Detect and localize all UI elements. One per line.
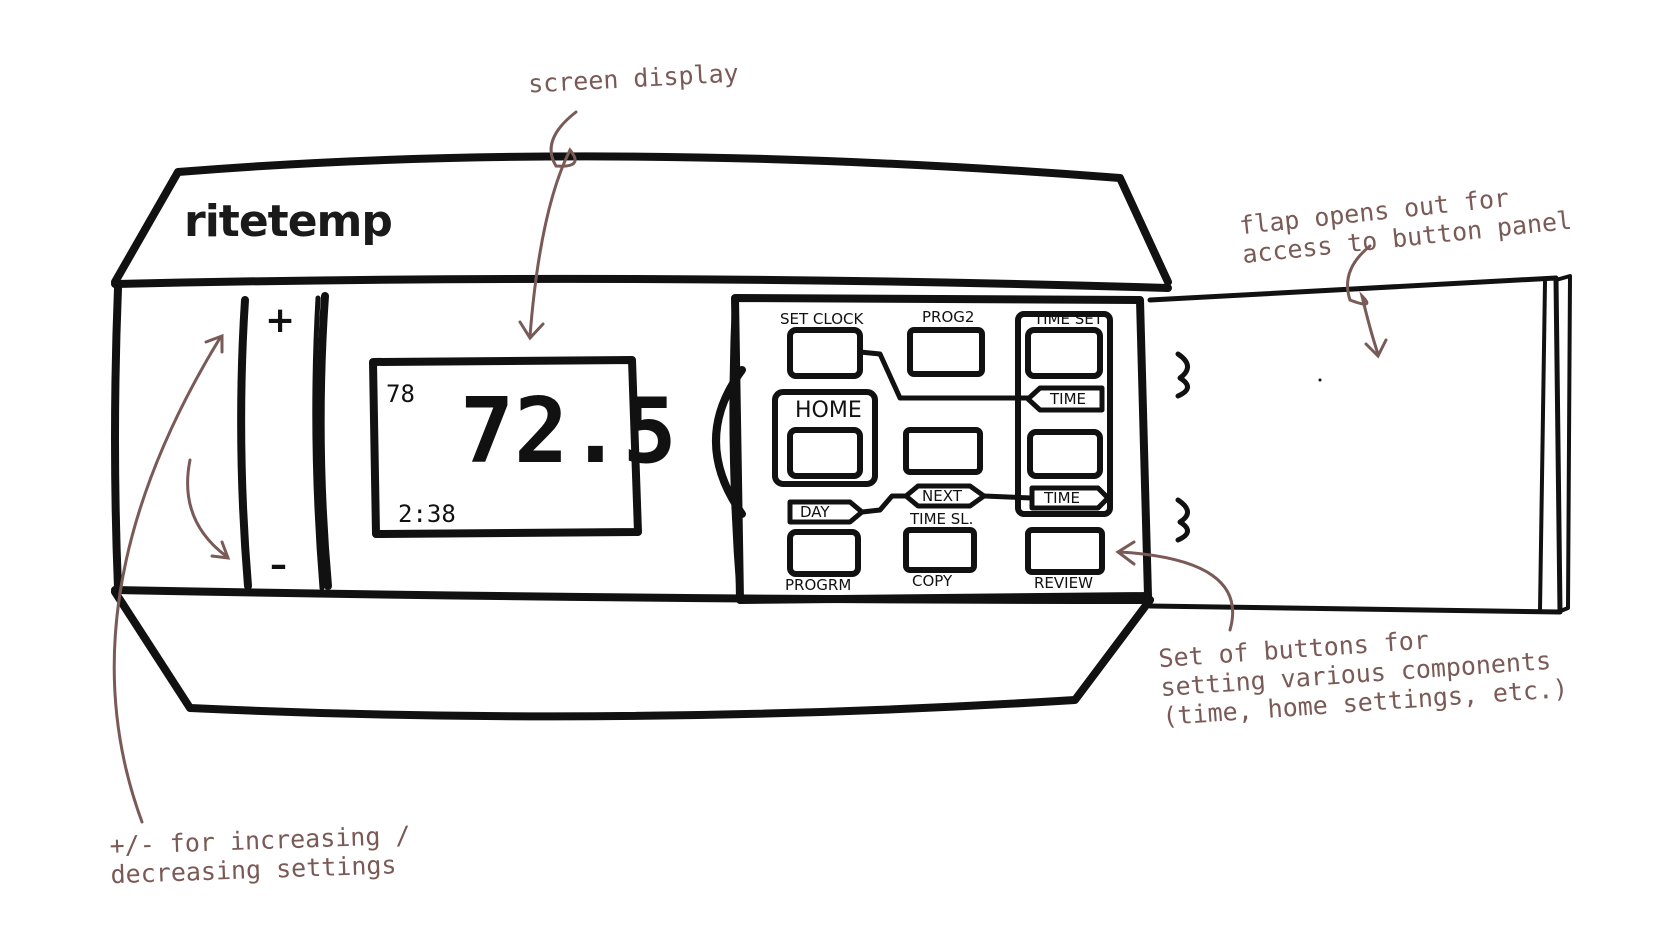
flap-lip <box>1554 274 1572 614</box>
hinge-tab-top <box>1175 351 1190 399</box>
lcd-main-temp: 72.5 <box>460 379 677 484</box>
label-day: DAY <box>800 503 830 521</box>
label-time-2: TIME <box>1044 489 1081 507</box>
btn-review <box>1025 527 1105 575</box>
btn-copy <box>903 527 977 573</box>
arrow-plusminus-head-top <box>204 333 224 354</box>
housing-bottom <box>111 588 1154 721</box>
btn-set-clock <box>787 327 863 379</box>
label-next: NEXT <box>922 487 962 505</box>
body-rail-top <box>111 274 1172 292</box>
label-copy: COPY <box>912 572 953 590</box>
btn-home <box>787 427 863 479</box>
btn-prog2 <box>907 327 985 377</box>
arrow-plusminus-main <box>112 336 222 824</box>
label-review: REVIEW <box>1034 574 1093 592</box>
label-set-clock: SET CLOCK <box>780 310 864 328</box>
label-time-1: TIME <box>1050 390 1087 408</box>
btn-home-group <box>772 389 878 487</box>
btn-progrm <box>787 529 861 577</box>
arrow-screen-head <box>518 320 545 341</box>
tag-day <box>787 499 865 525</box>
tag-time-2 <box>1029 485 1111 511</box>
time-set-group <box>1015 311 1113 517</box>
btn-middle <box>903 427 983 475</box>
label-prog2: PROG2 <box>922 308 975 326</box>
minus-button[interactable]: – <box>270 545 287 585</box>
arrow-screen <box>528 110 578 338</box>
label-home: HOME <box>795 398 862 423</box>
connector-day-next <box>859 493 909 515</box>
left-end <box>111 284 122 592</box>
rocker-right-edge <box>316 292 332 590</box>
arrow-plusminus-head-bottom <box>210 540 231 560</box>
rocker-divider <box>312 295 325 591</box>
lcd-frame <box>369 356 642 538</box>
label-time-sl: TIME SL. <box>910 510 974 528</box>
arrow-flap <box>1346 244 1380 356</box>
flap-inner-edge <box>1538 280 1547 612</box>
arrow-buttons <box>1118 550 1235 632</box>
btn-time-set-2 <box>1027 429 1103 479</box>
brand-logo: ritetemp <box>184 196 393 247</box>
lcd-set-temp: 78 <box>386 380 415 408</box>
lcd-clock: 2:38 <box>398 500 456 528</box>
panel-left-edge-thick <box>729 297 743 601</box>
label-progrm: PROGRM <box>785 576 852 594</box>
label-time-set: TIME SET <box>1034 310 1103 328</box>
connector-setclock-time <box>857 349 1031 401</box>
arrow-flap-head <box>1364 338 1388 359</box>
housing-top <box>111 152 1172 286</box>
plus-button[interactable]: + <box>265 300 296 341</box>
flap-panel-dot <box>1318 378 1322 382</box>
hinge-tab-bottom <box>1175 497 1190 543</box>
connector-next-time <box>981 493 1035 501</box>
button-panel-frame <box>731 294 1152 604</box>
arrow-buttons-head <box>1115 540 1136 566</box>
rocker-left-edge <box>237 296 252 590</box>
flap-outline <box>1147 275 1563 615</box>
annotation-plusminus: +/- for increasing / decreasing settings <box>109 821 412 889</box>
btn-time-set <box>1025 327 1103 379</box>
arrow-plusminus-curve <box>186 458 228 558</box>
